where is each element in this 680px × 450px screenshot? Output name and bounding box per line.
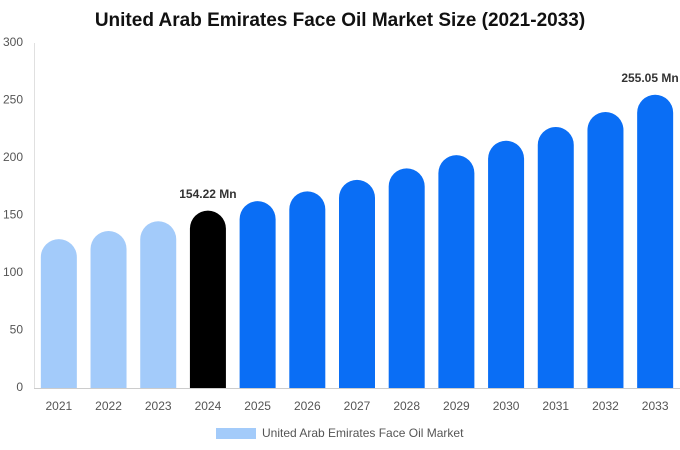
x-tick-label: 2026 (294, 399, 321, 413)
bar (289, 191, 326, 388)
x-tick-label: 2028 (393, 399, 420, 413)
x-tick-label: 2027 (344, 399, 371, 413)
bar (339, 179, 375, 388)
y-tick-label: 200 (3, 150, 23, 164)
y-tick-label: 300 (3, 35, 23, 49)
x-tick-label: 2024 (195, 399, 222, 413)
x-tick-label: 2025 (244, 399, 271, 413)
x-tick-label: 2032 (592, 399, 619, 413)
bar (140, 221, 177, 388)
bar (488, 140, 525, 388)
value-label: 154.22 Mn (179, 187, 236, 201)
x-tick-label: 2031 (542, 399, 569, 413)
x-tick-label: 2033 (642, 399, 669, 413)
y-tick-label: 150 (3, 208, 23, 222)
bar (40, 239, 77, 388)
y-tick-label: 0 (16, 380, 23, 394)
x-tick-label: 2029 (443, 399, 470, 413)
y-tick-label: 50 (10, 323, 24, 337)
bar (90, 231, 127, 388)
chart-title: United Arab Emirates Face Oil Market Siz… (95, 10, 585, 31)
bar (537, 126, 574, 389)
y-tick-label: 250 (3, 93, 23, 107)
bar (388, 168, 425, 388)
bar (438, 155, 475, 388)
legend-swatch (216, 428, 256, 439)
bar (587, 112, 624, 388)
legend-label: United Arab Emirates Face Oil Market (262, 426, 464, 440)
bar (637, 94, 674, 388)
value-label: 255.05 Mn (621, 71, 678, 85)
x-tick-label: 2021 (45, 399, 72, 413)
x-tick-label: 2022 (95, 399, 122, 413)
bar (189, 210, 226, 388)
x-tick-label: 2030 (493, 399, 520, 413)
x-tick-label: 2023 (145, 399, 172, 413)
bar (239, 201, 276, 388)
y-tick-label: 100 (3, 265, 23, 279)
